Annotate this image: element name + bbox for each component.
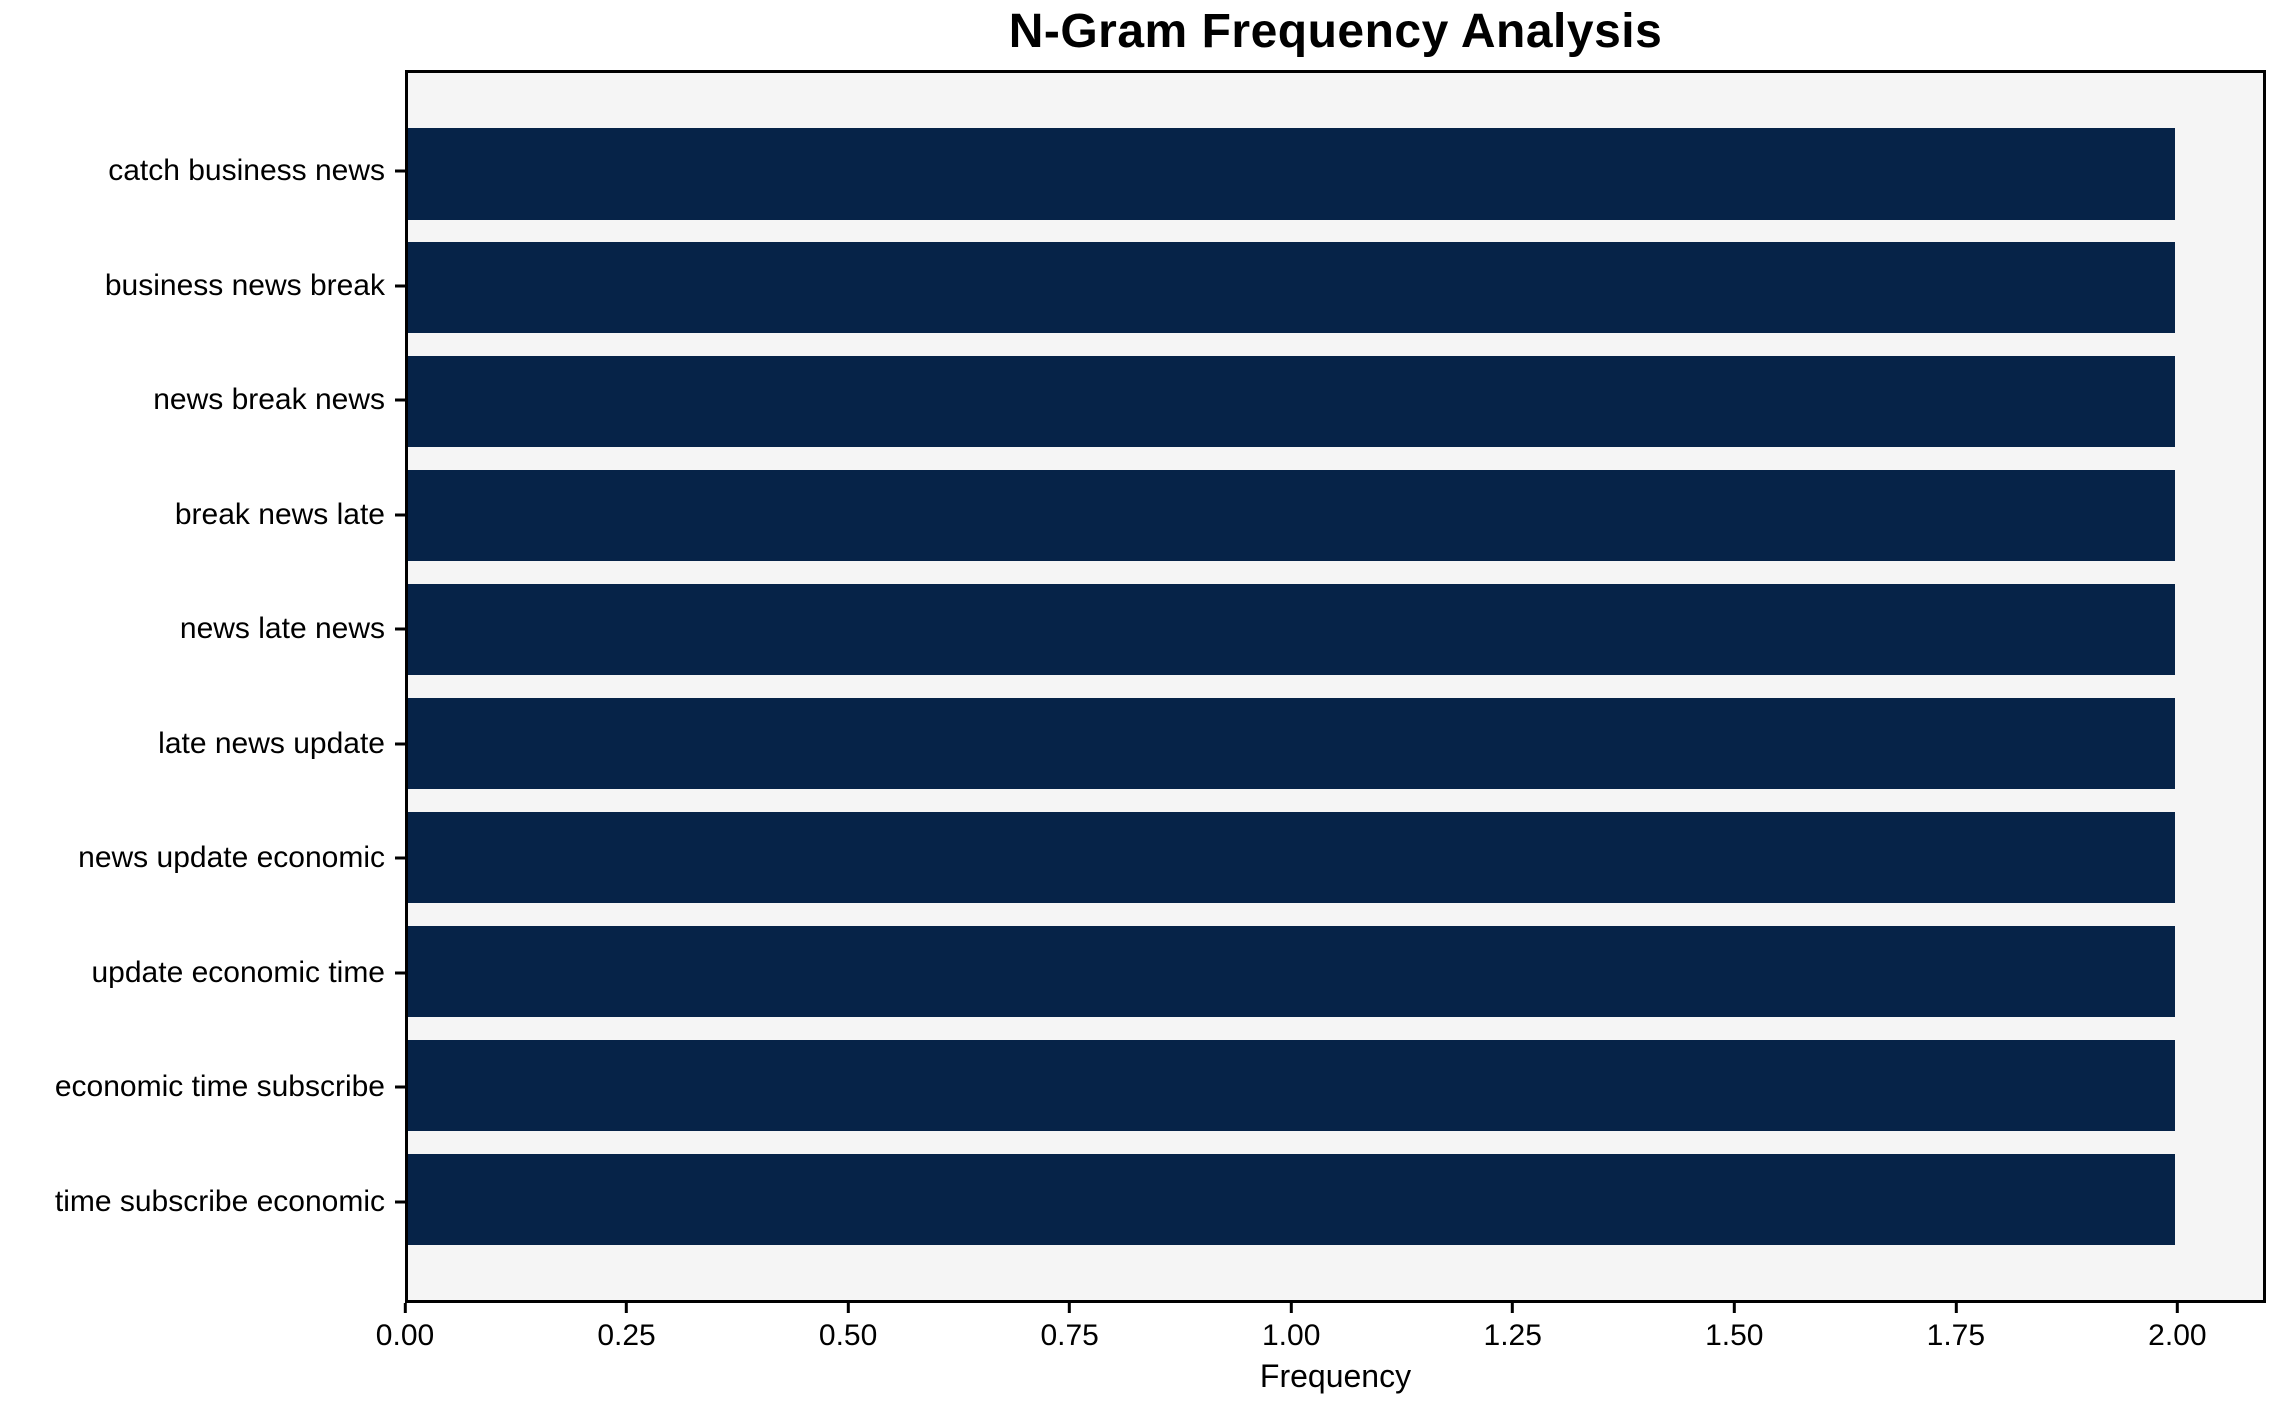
x-tick-mark (1954, 1303, 1958, 1313)
bar (408, 811, 2175, 903)
x-axis-ticks: 0.00 0.25 0.50 0.75 1.00 1.25 1.50 1.75 2.00 (376, 1303, 2266, 1363)
y-tick-mark (395, 398, 405, 402)
x-tick-label: 1.25 (1483, 1319, 1542, 1352)
bar-row (408, 800, 2263, 914)
x-tick-label: 0.50 (818, 1319, 878, 1352)
x-tick-mark (2175, 1303, 2179, 1313)
y-tick-label: news update economic (78, 841, 385, 875)
y-axis-labels: catch business news business news break ne… (0, 70, 405, 1303)
x-tick-mark (846, 1303, 850, 1313)
x-tick: 2.00 (2148, 1303, 2207, 1353)
bar-row (408, 687, 2263, 801)
y-label-row: late news update (0, 687, 405, 802)
y-tick-mark (395, 971, 405, 975)
x-tick-mark (403, 1303, 407, 1313)
bar-row (408, 345, 2263, 459)
y-label-row: update economic time (0, 916, 405, 1031)
x-tick: 0.00 (376, 1303, 434, 1353)
bar (408, 242, 2175, 334)
x-tick-label: 2.00 (2148, 1319, 2207, 1352)
x-tick-mark (625, 1303, 629, 1313)
y-tick-mark (395, 513, 405, 517)
bar-row (408, 459, 2263, 573)
y-tick-label: late news update (158, 726, 385, 760)
x-tick: 1.25 (1484, 1303, 1542, 1353)
y-tick-mark (395, 1085, 405, 1089)
y-tick-label: news break news (153, 383, 385, 417)
y-tick-label: break news late (174, 497, 385, 531)
bar (408, 470, 2175, 562)
y-tick-label: time subscribe economic (54, 1184, 385, 1218)
bar (408, 584, 2175, 676)
y-tick-mark (395, 856, 405, 860)
bars-container (408, 73, 2263, 1300)
chart-title: N-Gram Frequency Analysis (1008, 5, 1663, 58)
x-tick: 0.25 (597, 1303, 656, 1353)
y-tick-mark (395, 742, 405, 746)
y-label-row: time subscribe economic (0, 1145, 405, 1260)
plot-area (405, 70, 2266, 1303)
x-tick-label: 0.25 (597, 1319, 656, 1352)
bar (408, 356, 2175, 448)
bar-row (408, 117, 2263, 231)
y-label-row: news break news (0, 343, 405, 458)
x-axis-label: Frequency (1259, 1358, 1412, 1394)
x-tick-label: 0.00 (375, 1319, 435, 1352)
x-tick-label: 1.50 (1705, 1319, 1764, 1352)
y-tick-label: business news break (104, 268, 385, 302)
y-label-row: news late news (0, 572, 405, 687)
y-tick-mark (395, 284, 405, 288)
y-tick-mark (395, 627, 405, 631)
y-tick-label: update economic time (91, 955, 386, 989)
bar (408, 1039, 2175, 1131)
y-label-row: catch business news (0, 114, 405, 229)
x-tick-mark (1732, 1303, 1736, 1313)
bar-row (408, 914, 2263, 1028)
x-tick-label: 1.00 (1261, 1319, 1321, 1352)
bar-row (408, 1142, 2263, 1256)
y-tick-mark (395, 169, 405, 173)
y-tick-label: economic time subscribe (54, 1070, 385, 1104)
x-tick-label: 0.75 (1040, 1319, 1099, 1352)
x-tick-label: 1.75 (1926, 1319, 1986, 1352)
x-tick: 1.00 (1262, 1303, 1320, 1353)
bar (408, 128, 2175, 220)
x-tick: 1.75 (1927, 1303, 1985, 1353)
y-label-row: break news late (0, 458, 405, 573)
y-tick-label: news late news (179, 612, 385, 646)
bar (408, 925, 2175, 1017)
x-tick: 0.50 (819, 1303, 877, 1353)
x-tick: 0.75 (1040, 1303, 1099, 1353)
x-tick-mark (1068, 1303, 1072, 1313)
y-label-row: economic time subscribe (0, 1030, 405, 1145)
x-tick-mark (1511, 1303, 1515, 1313)
bar (408, 697, 2175, 790)
y-label-row: business news break (0, 229, 405, 344)
y-label-row: news update economic (0, 801, 405, 916)
y-tick-label: catch business news (108, 154, 385, 188)
x-tick-mark (1289, 1303, 1293, 1313)
bar (408, 1153, 2175, 1245)
y-tick-mark (395, 1200, 405, 1204)
bar-row (408, 573, 2263, 687)
bar-row (408, 1028, 2263, 1142)
x-tick: 1.50 (1705, 1303, 1763, 1353)
bar-row (408, 231, 2263, 345)
